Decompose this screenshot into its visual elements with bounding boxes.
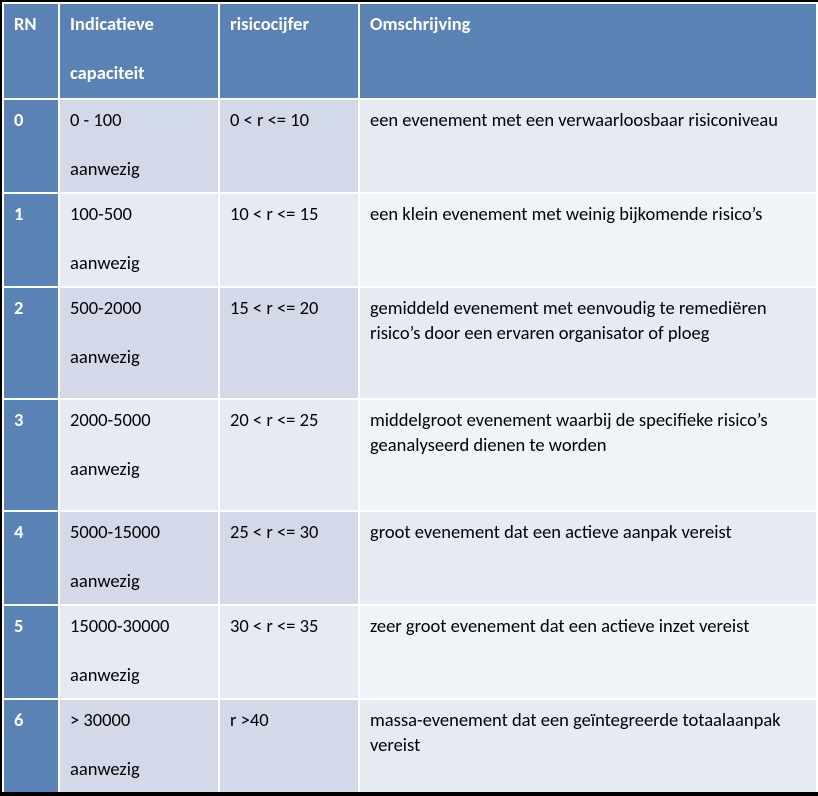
cell-risicocijfer: 25 < r <= 30	[219, 511, 359, 605]
cell-rn: 1	[3, 193, 59, 287]
cap-range: > 30000	[70, 708, 208, 733]
cell-rn: 5	[3, 605, 59, 699]
cell-rn: 3	[3, 399, 59, 511]
cell-omschrijving: groot evenement dat een actieve aanpak v…	[359, 511, 817, 605]
cell-omschrijving: zeer groot evenement dat een actieve inz…	[359, 605, 817, 699]
cell-rn: 2	[3, 287, 59, 399]
col-header-cap-bottom: capaciteit	[70, 61, 208, 86]
cap-aanwezig-label: aanwezig	[70, 457, 208, 482]
table-row: 3 2000-5000 aanwezig 20 < r <= 25middelgroo…	[3, 399, 817, 511]
cell-risicocijfer: 20 < r <= 25	[219, 399, 359, 511]
cell-omschrijving: middelgroot evenement waarbij de specifi…	[359, 399, 817, 511]
col-header-rn-label: RN	[14, 12, 48, 37]
cap-aanwezig-label: aanwezig	[70, 157, 208, 182]
col-header-omschrijving: Omschrijving	[359, 3, 817, 99]
cap-range: 2000-5000	[70, 408, 208, 433]
cell-capaciteit: 2000-5000 aanwezig	[59, 399, 219, 511]
cell-capaciteit: 100-500 aanwezig	[59, 193, 219, 287]
table-row: 2 500-2000 aanwezig 15 < r <= 20gemiddeld e…	[3, 287, 817, 399]
cap-aanwezig-label: aanwezig	[70, 569, 208, 594]
col-header-omschrijving-label: Omschrijving	[370, 12, 806, 37]
cap-aanwezig-label: aanwezig	[70, 663, 208, 688]
table-row: 0 0 - 100 aanwezig 0 < r <= 10een evenement…	[3, 99, 817, 193]
cell-omschrijving: massa-evenement dat een geïntegreerde to…	[359, 699, 817, 794]
cell-capaciteit: > 30000 aanwezig	[59, 699, 219, 794]
cell-capaciteit: 15000-30000 aanwezig	[59, 605, 219, 699]
col-header-cap-top: Indicatieve	[70, 12, 208, 37]
cap-range: 0 - 100	[70, 108, 208, 133]
cap-range: 500-2000	[70, 296, 208, 321]
table-header-row: RN Indicatieve capaciteit risicocijfer O…	[3, 3, 817, 99]
cell-risicocijfer: 10 < r <= 15	[219, 193, 359, 287]
table-row: 4 5000-15000 aanwezig 25 < r <= 30groot eve…	[3, 511, 817, 605]
col-header-risico: risicocijfer	[219, 3, 359, 99]
cap-range: 5000-15000	[70, 520, 208, 545]
cell-risicocijfer: 15 < r <= 20	[219, 287, 359, 399]
cap-range: 15000-30000	[70, 614, 208, 639]
cell-rn: 6	[3, 699, 59, 794]
cell-risicocijfer: 0 < r <= 10	[219, 99, 359, 193]
table-row: 1 100-500 aanwezig 10 < r <= 15een klein ev…	[3, 193, 817, 287]
cell-omschrijving: een klein evenement met weinig bijkomend…	[359, 193, 817, 287]
cell-omschrijving: gemiddeld evenement met eenvoudig te rem…	[359, 287, 817, 399]
col-header-risico-label: risicocijfer	[230, 12, 348, 37]
cell-rn: 4	[3, 511, 59, 605]
risk-level-table: RN Indicatieve capaciteit risicocijfer O…	[2, 2, 818, 796]
col-header-capaciteit: Indicatieve capaciteit	[59, 3, 219, 99]
cap-range: 100-500	[70, 202, 208, 227]
cell-capaciteit: 500-2000 aanwezig	[59, 287, 219, 399]
cell-risicocijfer: 30 < r <= 35	[219, 605, 359, 699]
table-row: 5 15000-30000 aanwezig 30 < r <= 35zeer gro…	[3, 605, 817, 699]
col-header-rn: RN	[3, 3, 59, 99]
table-row: 6 > 30000 aanwezig r >40massa-evenement dat…	[3, 699, 817, 794]
cell-omschrijving: een evenement met een verwaarloosbaar ri…	[359, 99, 817, 193]
cap-aanwezig-label: aanwezig	[70, 345, 208, 370]
cell-capaciteit: 0 - 100 aanwezig	[59, 99, 219, 193]
cell-capaciteit: 5000-15000 aanwezig	[59, 511, 219, 605]
cap-aanwezig-label: aanwezig	[70, 757, 208, 782]
cap-aanwezig-label: aanwezig	[70, 251, 208, 276]
cell-rn: 0	[3, 99, 59, 193]
cell-risicocijfer: r >40	[219, 699, 359, 794]
